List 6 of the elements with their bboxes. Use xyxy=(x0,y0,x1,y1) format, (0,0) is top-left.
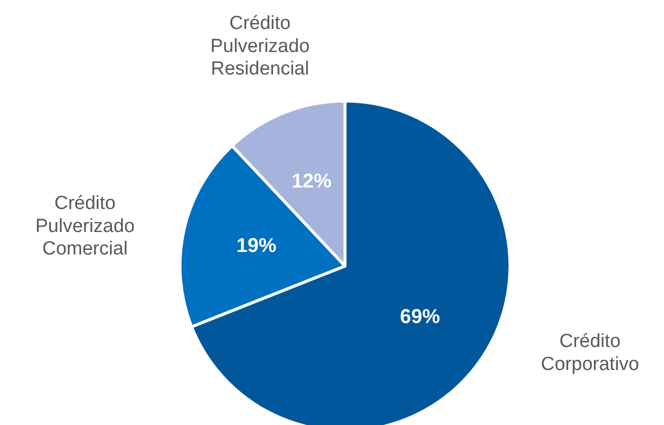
slice-label: Crédito Pulverizado Residencial xyxy=(210,13,310,80)
slice-label: Crédito Pulverizado Comercial xyxy=(35,193,135,260)
slice-label: Crédito Corporativo xyxy=(540,331,640,375)
data-label: 12% xyxy=(292,170,332,193)
data-label: 19% xyxy=(236,235,277,258)
data-label: 69% xyxy=(400,306,440,328)
